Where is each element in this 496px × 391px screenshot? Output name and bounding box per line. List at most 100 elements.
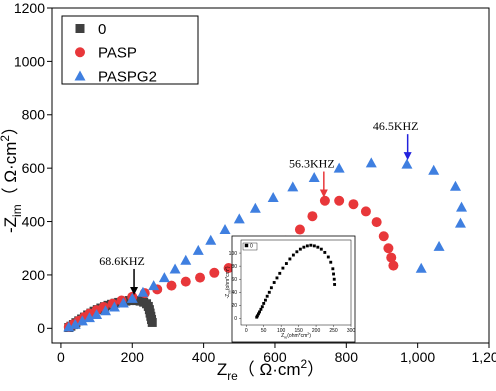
axis-label-part: im [10, 204, 24, 217]
marker [166, 280, 177, 291]
y-tick-label: 0 [234, 316, 237, 322]
x-tick-label: 200 [312, 328, 321, 334]
marker [329, 260, 333, 264]
marker [180, 254, 192, 265]
marker [272, 281, 276, 284]
marker [294, 224, 305, 235]
y-tick-label: 1200 [14, 0, 45, 16]
marker [147, 317, 157, 327]
marker [169, 263, 181, 274]
marker [295, 250, 299, 254]
axis-label-part: im [228, 290, 232, 294]
marker [323, 250, 327, 254]
marker [454, 217, 466, 228]
marker [319, 195, 330, 206]
marker [331, 267, 335, 271]
marker [260, 305, 264, 309]
annotation: 46.5KHZ [373, 119, 419, 133]
axis-label-part: ) [225, 266, 231, 268]
marker [262, 301, 266, 305]
y-tick-label: 0 [37, 320, 45, 336]
x-tick-label: 600 [263, 349, 287, 365]
x-tick-label: 1,000 [400, 349, 435, 365]
axis-label-part: (ohm*cm [225, 270, 231, 290]
marker [63, 321, 75, 332]
marker [319, 247, 323, 251]
marker [371, 217, 382, 228]
marker [219, 224, 231, 235]
marker [332, 277, 336, 281]
marker [264, 298, 267, 302]
axis-label-part: 2 [224, 268, 228, 270]
plot-frame [51, 7, 490, 344]
marker [326, 255, 330, 259]
legend-label: PASP [98, 45, 137, 62]
x-tick-label: 1,200 [471, 349, 496, 365]
marker [137, 286, 149, 297]
legend-marker [244, 243, 249, 248]
y-axis-label: -Zim(ohm*cm2) [224, 266, 232, 298]
marker [100, 305, 112, 316]
legend-marker [75, 24, 85, 33]
plot-frame [240, 239, 352, 326]
x-tick-label: 400 [192, 349, 216, 365]
marker [69, 318, 81, 329]
marker [309, 243, 313, 247]
marker [233, 213, 245, 224]
legend-box [61, 15, 199, 85]
marker [83, 312, 95, 323]
axis-label-part: -Z [225, 294, 231, 299]
inset-frame [231, 235, 356, 343]
marker [249, 202, 261, 213]
y-tick-label: 20 [231, 303, 237, 309]
marker [386, 252, 397, 263]
marker [287, 181, 299, 192]
marker [269, 286, 273, 290]
marker [108, 301, 120, 312]
marker [334, 195, 345, 206]
annotation: 68.6KHZ [99, 254, 145, 268]
marker [284, 262, 288, 265]
marker [308, 172, 320, 183]
x-axis-label: Zre(ohm*cm2) [281, 332, 311, 340]
marker [76, 315, 88, 326]
marker [348, 199, 359, 210]
marker [365, 157, 377, 168]
axis-label-part: ） [307, 360, 324, 379]
axis-label-part: re [227, 369, 238, 383]
marker [360, 206, 371, 217]
marker [180, 276, 191, 287]
y-tick-label: 1000 [14, 53, 45, 69]
marker [305, 244, 309, 248]
legend-label: 0 [250, 243, 253, 249]
marker [259, 307, 263, 311]
marker [117, 297, 129, 308]
axis-label-part: ) [309, 333, 311, 339]
marker [267, 192, 279, 203]
marker [291, 253, 295, 257]
annotation-arrowhead [403, 152, 412, 161]
marker [205, 234, 217, 245]
x-tick-label: 200 [121, 349, 145, 365]
legend-label: PASPG2 [98, 68, 157, 85]
axis-label-part: （ Ω·cm [238, 360, 301, 379]
marker [209, 267, 220, 278]
y-tick-label: 800 [22, 107, 46, 123]
y-tick-label: 400 [22, 213, 46, 229]
marker [258, 310, 261, 314]
marker [267, 290, 271, 294]
y-tick-label: 100 [229, 251, 238, 257]
marker [223, 262, 234, 273]
marker [192, 244, 204, 255]
marker [257, 312, 260, 316]
axis-label-part: ） [1, 118, 20, 135]
x-tick-label: 0 [245, 328, 248, 334]
annotation-arrowhead [130, 286, 139, 295]
marker [91, 308, 103, 319]
legend-label: 0 [98, 21, 106, 38]
x-tick-label: 0 [57, 349, 65, 365]
x-tick-label: 100 [277, 328, 286, 334]
marker [126, 292, 138, 303]
marker [265, 294, 269, 298]
